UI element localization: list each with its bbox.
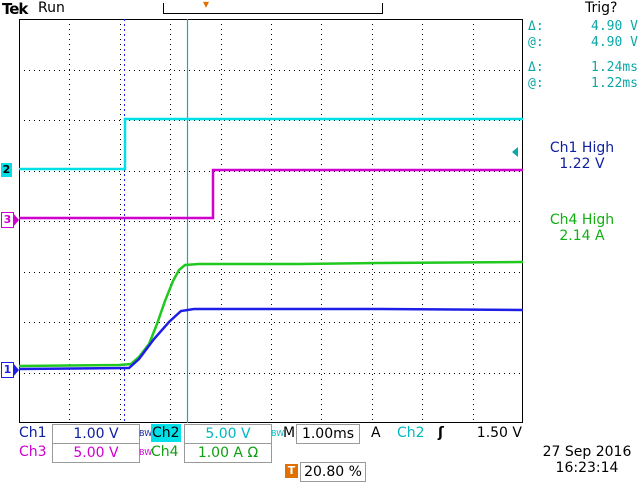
waveform-display[interactable]	[19, 19, 523, 423]
ch1-scale[interactable]: 1.00 V	[52, 424, 140, 444]
ch2-scale[interactable]: 5.00 V	[184, 424, 272, 444]
level-marker-icon	[512, 147, 518, 157]
trigger-slope-icon[interactable]: ʃ	[438, 425, 444, 441]
ch2-bw-icon: BW	[271, 429, 285, 438]
ch4-label[interactable]: Ch4	[151, 444, 179, 460]
measurement-ch4-high: Ch4 High 2.14 A	[549, 212, 615, 244]
ch3-label[interactable]: Ch3	[19, 444, 47, 460]
measurement-ch1-high: Ch1 High 1.22 V	[549, 140, 615, 172]
ch4-scale[interactable]: 1.00 A Ω	[184, 443, 272, 463]
trigger-position-icon: ▾	[203, 0, 210, 11]
cursor-delta-t: Δ: 1.24ms	[528, 60, 638, 75]
ch3-ground-marker[interactable]: 3	[1, 212, 19, 228]
top-status-bar: Tek Run ▾ Trig?	[0, 0, 640, 20]
ch4-waveform	[19, 260, 523, 368]
ch3-bw-icon: BW	[139, 448, 153, 457]
record-position-bracket	[163, 3, 383, 14]
cursor-at-v: @: 4.90 V	[528, 35, 638, 50]
acquisition-mode: A	[371, 425, 381, 441]
graticule-grid	[19, 19, 523, 423]
ch3-waveform	[19, 168, 523, 220]
ch2-label[interactable]: Ch2	[151, 424, 181, 442]
timebase-scale[interactable]: 1.00ms	[296, 424, 360, 444]
brand-logo: Tek	[2, 0, 28, 18]
ch3-scale[interactable]: 5.00 V	[52, 443, 140, 463]
trigger-position-value[interactable]: 20.80 %	[300, 462, 366, 482]
trigger-level[interactable]: 1.50 V	[476, 425, 522, 441]
trigger-status: Trig?	[585, 0, 618, 16]
trigger-position-icon: T	[285, 464, 298, 478]
ch1-label[interactable]: Ch1	[19, 425, 47, 441]
time-display: 16:23:14	[555, 460, 619, 476]
ch2-waveform	[19, 117, 523, 171]
ch1-ground-marker[interactable]: 1	[1, 362, 19, 378]
date-display: 27 Sep 2016	[542, 444, 632, 460]
ch1-waveform	[19, 307, 523, 371]
timebase-label: M	[283, 425, 296, 441]
cursor-delta-v: Δ: 4.90 V	[528, 19, 638, 34]
ch1-bw-icon: BW	[139, 429, 153, 438]
cursor-at-t: @: 1.22ms	[528, 76, 638, 91]
trigger-source[interactable]: Ch2	[397, 425, 425, 441]
ch2-ground-marker[interactable]: 2	[1, 163, 18, 177]
run-status: Run	[38, 0, 65, 16]
